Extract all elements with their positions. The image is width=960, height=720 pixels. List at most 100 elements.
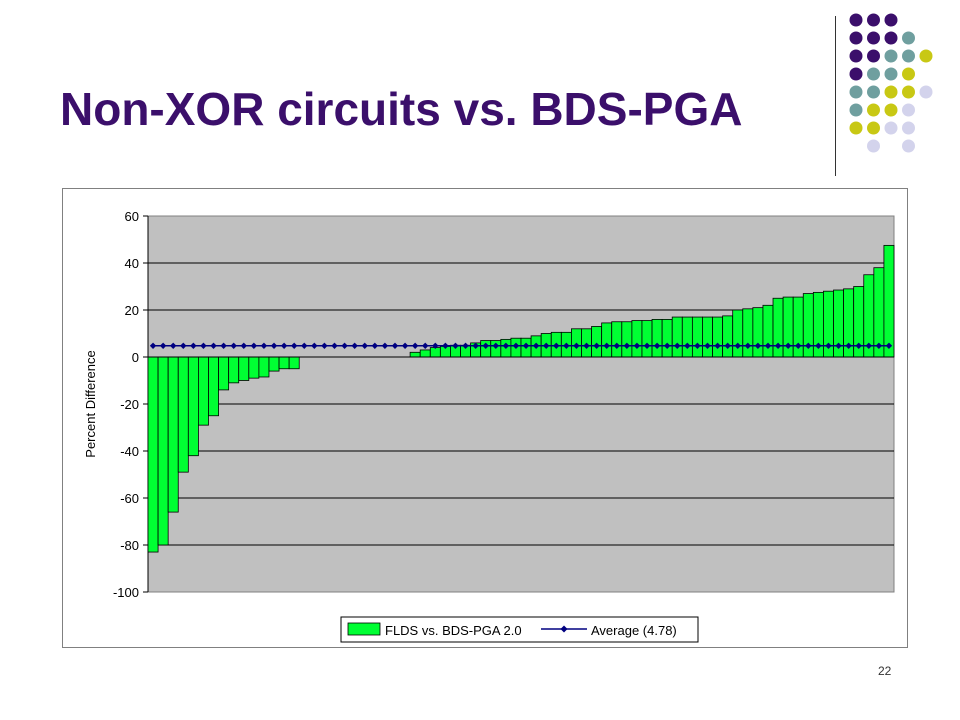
decoration-dot — [849, 67, 863, 81]
average-marker — [653, 342, 661, 349]
bar — [641, 320, 653, 358]
slide-number: 22 — [878, 664, 892, 678]
average-marker — [311, 342, 318, 349]
decoration-dot — [884, 31, 898, 45]
decoration-dot — [902, 121, 915, 135]
decoration-dot — [867, 103, 880, 117]
average-marker — [865, 342, 872, 349]
bar — [681, 316, 693, 358]
y-tick-label: -80 — [120, 538, 139, 553]
average-marker — [290, 342, 298, 349]
bar — [278, 356, 290, 370]
bar — [762, 304, 774, 358]
decoration-dot — [919, 85, 933, 99]
decoration-dot — [884, 49, 898, 63]
bar — [611, 321, 623, 358]
chart-area: 60 40 20 0 -20 -40 -60 -80 -100 Percent Differenc… — [62, 188, 908, 648]
bar-chart: 60 40 20 0 -20 -40 -60 -80 -100 Percent Differenc… — [83, 209, 895, 643]
bar — [167, 356, 179, 513]
bar — [258, 356, 270, 378]
decoration-dot — [867, 67, 880, 81]
bar — [722, 315, 734, 358]
decoration-dot — [884, 67, 898, 81]
bar — [621, 321, 633, 358]
bar — [419, 349, 431, 358]
legend-marker-line — [560, 625, 568, 633]
bar — [691, 316, 703, 358]
y-axis-label: Percent Difference — [83, 350, 98, 457]
decoration-dot — [902, 103, 915, 117]
decoration-dot — [849, 49, 863, 63]
average-marker — [815, 342, 822, 349]
bar — [288, 356, 300, 370]
decoration-dot — [867, 85, 880, 99]
bar — [429, 347, 441, 358]
average-marker — [774, 342, 782, 349]
average-marker — [795, 342, 802, 349]
average-marker — [633, 342, 641, 349]
decoration-dot — [902, 85, 915, 99]
average-marker — [220, 342, 227, 349]
bar — [601, 322, 613, 358]
bar — [651, 318, 663, 358]
y-tick-label: -40 — [120, 444, 139, 459]
bar — [187, 356, 199, 457]
bar — [208, 356, 219, 417]
legend-label-average: Average (4.78) — [591, 623, 677, 638]
bar — [702, 316, 713, 358]
average-marker — [744, 342, 752, 349]
y-tick-label: 40 — [125, 256, 139, 271]
bar — [248, 356, 260, 379]
y-tick-label: 60 — [125, 209, 139, 224]
average-marker — [754, 342, 762, 349]
decoration-dot — [884, 103, 898, 117]
decoration-dot — [849, 13, 863, 27]
legend-box — [340, 616, 699, 643]
bar — [198, 356, 209, 426]
y-tick-label: -20 — [120, 397, 139, 412]
average-marker — [280, 342, 288, 349]
bar — [268, 356, 280, 372]
decoration-dot — [867, 49, 880, 63]
bar — [409, 351, 421, 358]
slide-title: Non-XOR circuits vs. BDS-PGA — [60, 83, 743, 135]
bar — [147, 356, 159, 553]
average-marker — [885, 342, 893, 349]
average-marker — [724, 342, 731, 349]
bar — [177, 356, 189, 473]
y-tick-label: -100 — [113, 585, 139, 600]
decoration-dot — [867, 13, 880, 27]
decoration-dot — [867, 139, 880, 153]
bar — [742, 308, 754, 358]
decoration-dot — [902, 67, 915, 81]
average-marker — [512, 342, 520, 349]
average-marker — [593, 342, 600, 349]
y-tick-label: 20 — [125, 303, 139, 318]
average-marker — [704, 342, 711, 349]
bar — [591, 326, 603, 358]
legend-swatch-bars — [347, 622, 381, 636]
decoration-dot — [884, 13, 898, 27]
decoration-dot — [902, 139, 915, 153]
decoration-dot — [902, 49, 915, 63]
legend: FLDS vs. BDS-PGA 2.0 Average (4.78) — [340, 616, 699, 643]
bar — [732, 309, 744, 358]
bar — [671, 316, 683, 358]
bar — [661, 318, 673, 358]
average-marker — [563, 342, 570, 349]
bar — [157, 356, 169, 546]
average-marker — [684, 342, 691, 349]
bar — [228, 356, 240, 384]
average-marker — [573, 342, 580, 349]
bar — [883, 244, 895, 358]
y-tick-label: -60 — [120, 491, 139, 506]
average-marker — [663, 342, 671, 349]
average-marker — [301, 342, 308, 349]
divider-line — [835, 16, 836, 176]
decoration-dot — [919, 49, 933, 63]
decoration-dot — [849, 85, 863, 99]
decoration-dot — [884, 85, 898, 99]
average-marker — [230, 342, 237, 349]
decoration-dot — [849, 121, 863, 135]
decorative-dot-grid — [849, 13, 933, 153]
